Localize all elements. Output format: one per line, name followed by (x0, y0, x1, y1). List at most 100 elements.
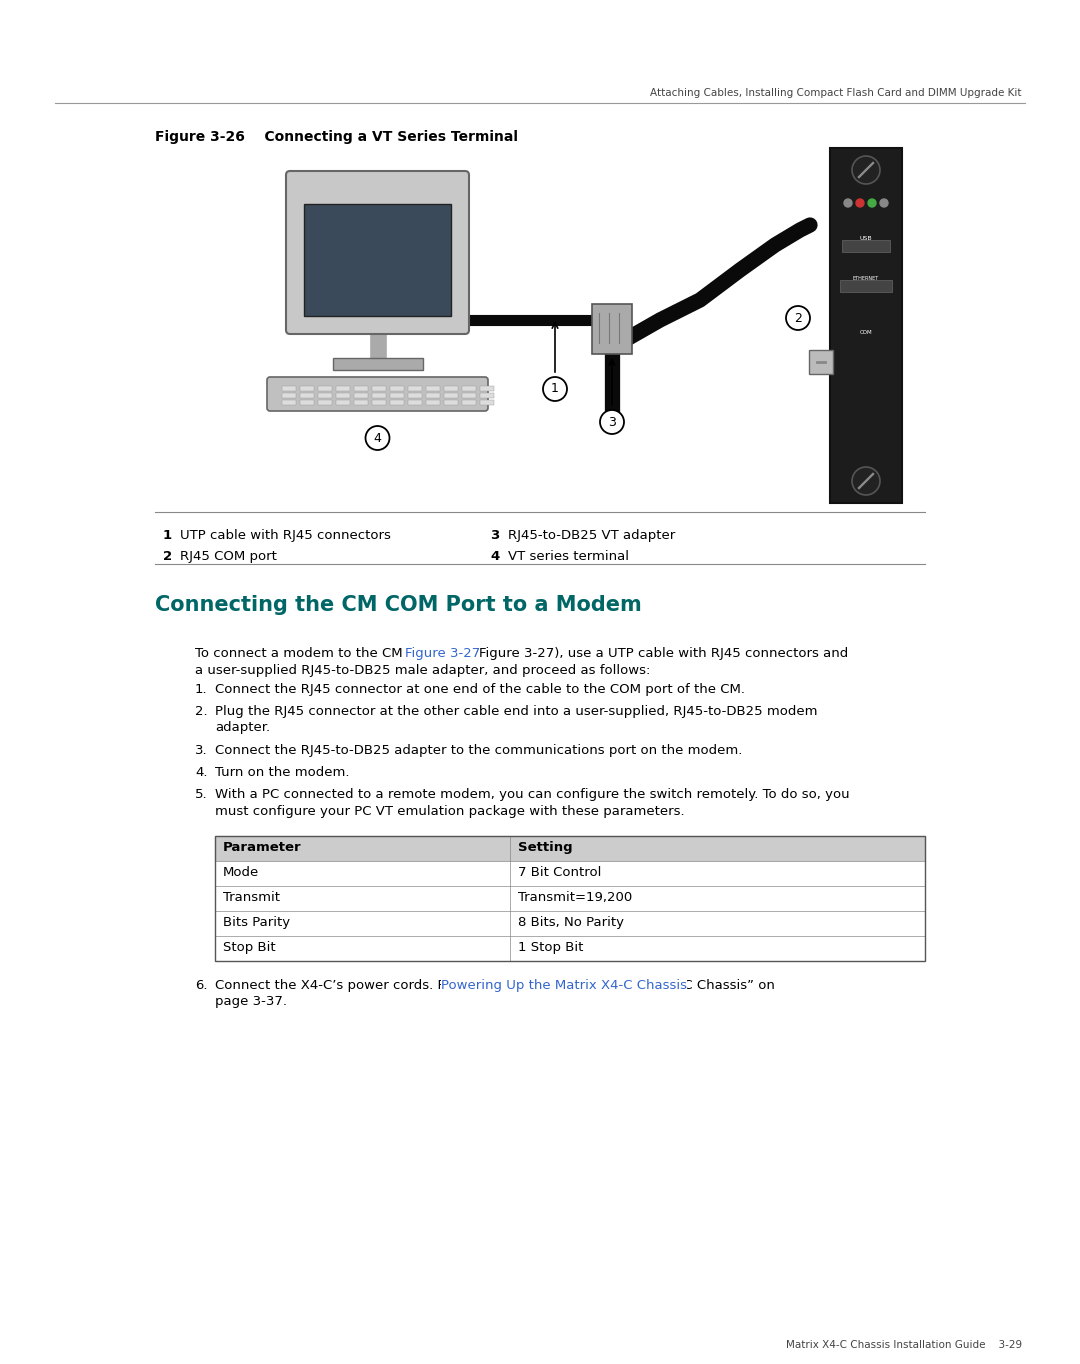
Text: 1: 1 (551, 382, 559, 396)
Circle shape (868, 199, 876, 207)
Circle shape (786, 306, 810, 330)
Circle shape (856, 199, 864, 207)
Text: VT series terminal: VT series terminal (508, 550, 629, 563)
Bar (372, 393, 386, 398)
Bar (408, 386, 422, 391)
Circle shape (365, 426, 390, 450)
FancyBboxPatch shape (842, 240, 890, 252)
Text: Attaching Cables, Installing Compact Flash Card and DIMM Upgrade Kit: Attaching Cables, Installing Compact Fla… (650, 89, 1022, 98)
Bar (318, 393, 332, 398)
Bar (336, 400, 350, 405)
Text: 3: 3 (490, 529, 499, 542)
Bar (426, 386, 440, 391)
Text: 1 Stop Bit: 1 Stop Bit (518, 941, 583, 953)
Text: adapter.: adapter. (215, 722, 270, 734)
Text: ETHERNET: ETHERNET (853, 276, 879, 281)
Text: Connect the X4-C’s power cords. Refer to “Powering Up the Matrix X4-C Chassis” o: Connect the X4-C’s power cords. Refer to… (215, 979, 774, 992)
Text: 2: 2 (163, 550, 172, 563)
Bar (215, 861, 924, 887)
Text: 3: 3 (608, 416, 616, 428)
Bar (215, 911, 924, 936)
Bar (480, 393, 494, 398)
Circle shape (543, 376, 567, 401)
Bar (372, 400, 386, 405)
Text: Plug the RJ45 connector at the other cable end into a user-supplied, RJ45-to-DB2: Plug the RJ45 connector at the other cab… (215, 705, 818, 717)
Circle shape (852, 466, 880, 495)
Text: 4.: 4. (195, 767, 207, 779)
FancyBboxPatch shape (809, 351, 833, 374)
Bar (444, 400, 458, 405)
Bar (354, 393, 368, 398)
Bar (390, 400, 404, 405)
Bar (408, 393, 422, 398)
Bar (282, 393, 296, 398)
FancyBboxPatch shape (592, 304, 632, 355)
Bar (303, 205, 451, 316)
Bar (333, 357, 422, 370)
Bar (282, 386, 296, 391)
FancyBboxPatch shape (267, 376, 488, 411)
Bar (300, 393, 314, 398)
Bar (480, 400, 494, 405)
Text: 1.: 1. (195, 683, 207, 696)
Text: Figure 3-27: Figure 3-27 (405, 647, 481, 660)
Text: Transmit: Transmit (222, 891, 280, 904)
Bar (480, 386, 494, 391)
Text: 2.: 2. (195, 705, 207, 717)
Text: 8 Bits, No Parity: 8 Bits, No Parity (518, 917, 624, 929)
Bar (372, 386, 386, 391)
Text: 5.: 5. (195, 788, 207, 801)
Text: Connect the RJ45 connector at one end of the cable to the COM port of the CM.: Connect the RJ45 connector at one end of… (215, 683, 745, 696)
Text: Parameter: Parameter (222, 842, 301, 854)
Bar (215, 936, 924, 962)
Text: Connecting the CM COM Port to a Modem: Connecting the CM COM Port to a Modem (156, 595, 642, 615)
Bar (462, 386, 476, 391)
Bar (282, 400, 296, 405)
Text: Powering Up the Matrix X4-C Chassis: Powering Up the Matrix X4-C Chassis (441, 979, 687, 992)
Text: 4: 4 (490, 550, 499, 563)
Text: Matrix X4-C Chassis Installation Guide    3-29: Matrix X4-C Chassis Installation Guide 3… (786, 1339, 1022, 1350)
Text: Figure 3-26    Connecting a VT Series Terminal: Figure 3-26 Connecting a VT Series Termi… (156, 130, 518, 145)
Bar (462, 400, 476, 405)
Bar (426, 400, 440, 405)
Text: Connect the RJ45-to-DB25 adapter to the communications port on the modem.: Connect the RJ45-to-DB25 adapter to the … (215, 743, 742, 757)
Bar (336, 386, 350, 391)
Bar (318, 386, 332, 391)
Bar (336, 393, 350, 398)
FancyBboxPatch shape (286, 170, 469, 334)
Bar (354, 386, 368, 391)
Circle shape (852, 155, 880, 184)
Bar (408, 400, 422, 405)
Text: must configure your PC VT emulation package with these parameters.: must configure your PC VT emulation pack… (215, 805, 685, 817)
Bar (354, 400, 368, 405)
Text: Transmit=19,200: Transmit=19,200 (518, 891, 632, 904)
Bar (300, 386, 314, 391)
Text: COM: COM (860, 330, 873, 336)
Text: 2: 2 (794, 311, 802, 325)
Text: To connect a modem to the CM COM port (Figure 3-27), use a UTP cable with RJ45 c: To connect a modem to the CM COM port (F… (195, 647, 848, 660)
Text: Bits Parity: Bits Parity (222, 917, 291, 929)
Text: Mode: Mode (222, 866, 259, 878)
Circle shape (843, 199, 852, 207)
FancyBboxPatch shape (831, 149, 902, 503)
Text: Stop Bit: Stop Bit (222, 941, 275, 953)
Text: 6.: 6. (195, 979, 207, 992)
Bar (215, 836, 924, 861)
Circle shape (880, 199, 888, 207)
Text: 1: 1 (163, 529, 172, 542)
Text: 4: 4 (374, 431, 381, 445)
Text: Setting: Setting (518, 842, 572, 854)
Bar (390, 393, 404, 398)
Bar (462, 393, 476, 398)
Circle shape (600, 411, 624, 434)
Bar (215, 887, 924, 911)
Bar (390, 386, 404, 391)
Text: 7 Bit Control: 7 Bit Control (518, 866, 602, 878)
FancyBboxPatch shape (840, 280, 892, 292)
Text: UTP cable with RJ45 connectors: UTP cable with RJ45 connectors (180, 529, 391, 542)
Text: RJ45 COM port: RJ45 COM port (180, 550, 276, 563)
Text: USB: USB (860, 236, 873, 240)
Text: Turn on the modem.: Turn on the modem. (215, 767, 350, 779)
Bar (426, 393, 440, 398)
Bar (318, 400, 332, 405)
